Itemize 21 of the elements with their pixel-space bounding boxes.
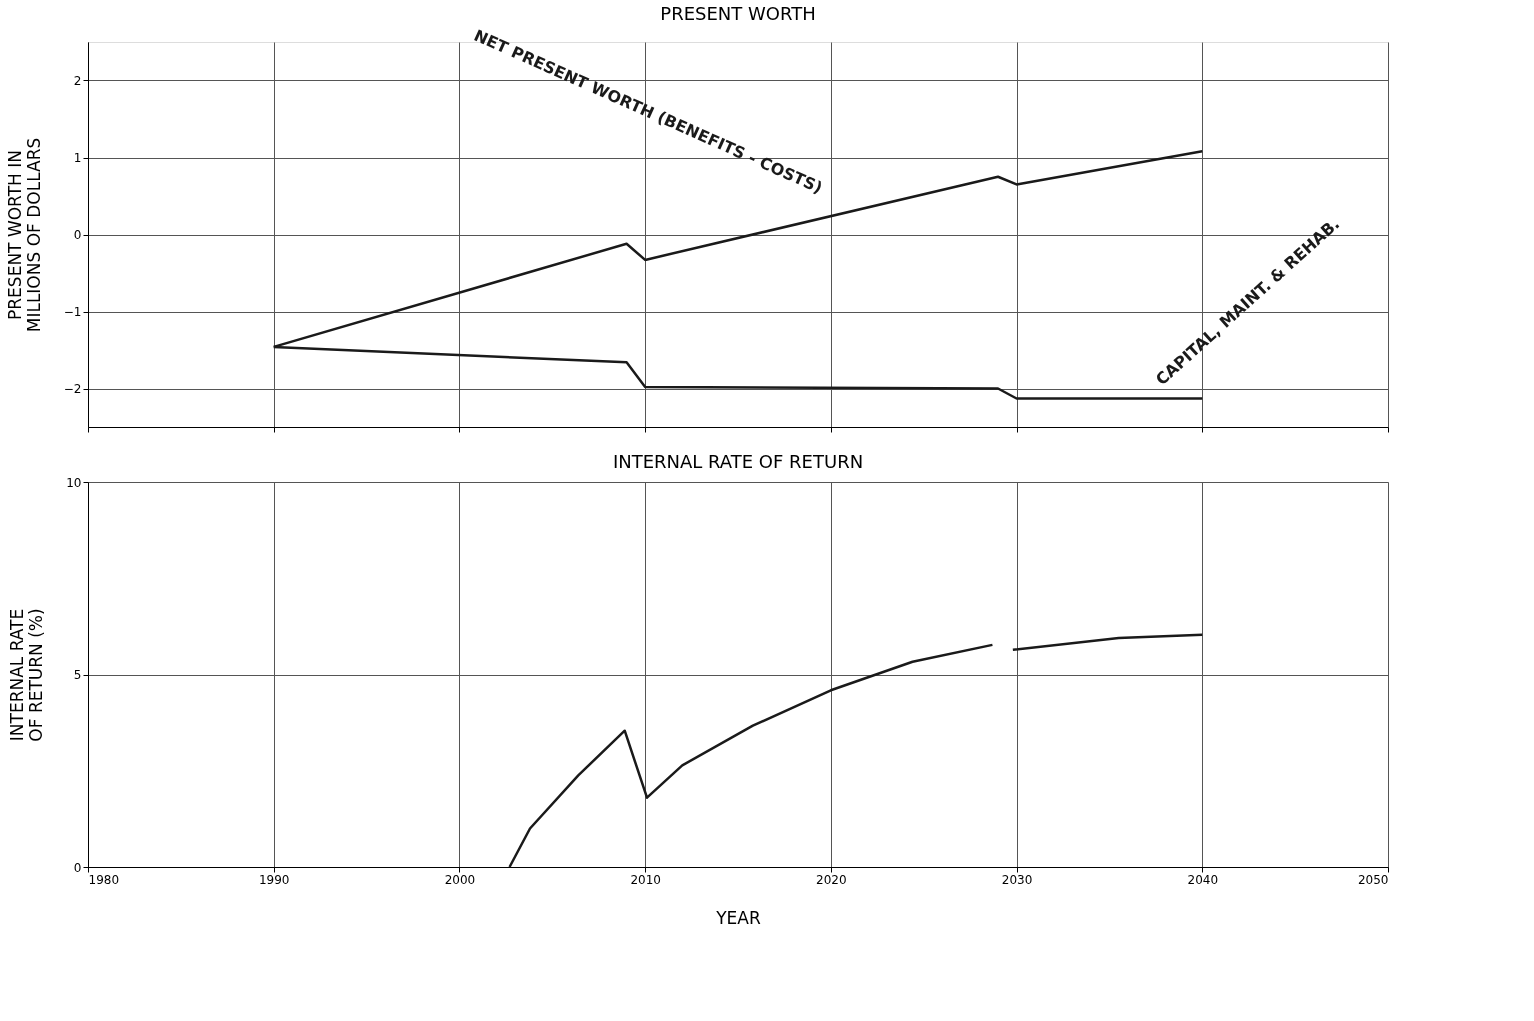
y-tick-label: −2 [63,382,82,396]
y-tick-label: 1 [73,151,82,165]
y-tick-label: 10 [66,475,82,490]
y-tick-label: 5 [73,668,82,682]
x-tick-label: 2050 [1357,872,1389,887]
y-tick-label: 2 [73,74,82,88]
x-tick-label: 2020 [816,872,847,887]
x-axis-title: YEAR [715,907,761,928]
y-axis-title: INTERNAL RATE OF RETURN (%) [7,608,47,742]
chart-title: PRESENT WORTH [660,2,816,24]
y-axis-title: PRESENT WORTH IN MILLIONS OF DOLLARS [4,137,44,333]
y-tick-label: −1 [63,305,82,319]
y-tick-label: 0 [73,860,82,875]
x-tick-label: 2030 [1001,872,1033,887]
x-tick-label: 1980 [88,872,120,887]
x-tick-label: 2040 [1187,872,1219,887]
chart-title: INTERNAL RATE OF RETURN [612,451,864,472]
x-tick-label: 2010 [630,872,661,887]
y-tick-label: 0 [73,228,82,242]
x-tick-label: 2000 [444,872,476,887]
x-tick-label: 1990 [258,872,290,887]
